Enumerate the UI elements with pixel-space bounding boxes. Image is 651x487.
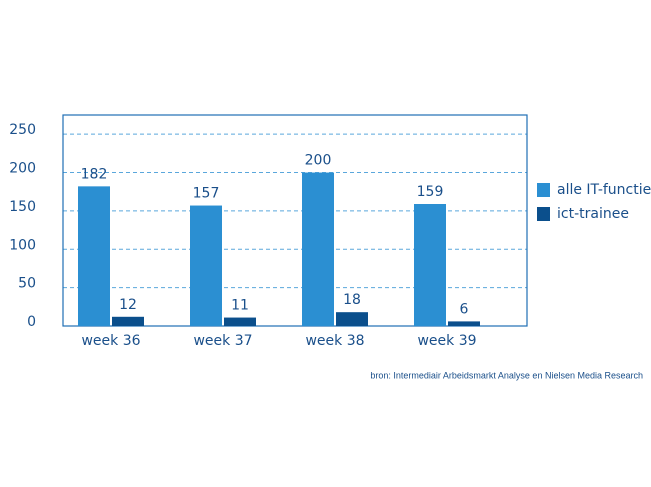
- legend-swatch: [537, 207, 550, 221]
- source-note: bron: Intermediair Arbeidsmarkt Analyse …: [370, 370, 643, 380]
- y-tick-label: 50: [18, 276, 36, 292]
- value-label: 6: [460, 301, 469, 317]
- bar: [224, 317, 256, 326]
- y-tick-label: 200: [9, 161, 36, 177]
- bar: [190, 205, 222, 326]
- bar: [448, 321, 480, 326]
- x-tick-label: week 39: [417, 333, 476, 349]
- x-tick-label: week 36: [81, 333, 140, 349]
- y-tick-label: 150: [9, 199, 36, 215]
- y-tick-label: 0: [27, 314, 36, 330]
- x-tick-label: week 38: [305, 333, 364, 349]
- legend-swatch: [537, 183, 550, 197]
- bar: [336, 312, 368, 326]
- value-label: 200: [305, 153, 332, 169]
- value-label: 18: [343, 292, 361, 308]
- value-label: 159: [417, 184, 444, 200]
- bar: [414, 204, 446, 326]
- value-label: 182: [81, 166, 108, 182]
- y-tick-label: 100: [9, 237, 36, 253]
- value-label: 12: [119, 297, 137, 313]
- bar: [78, 186, 110, 326]
- value-label: 157: [193, 186, 220, 202]
- x-tick-label: week 37: [193, 333, 252, 349]
- value-label: 11: [231, 298, 249, 314]
- bar: [112, 316, 144, 326]
- legend-label: ict-trainee: [557, 206, 629, 222]
- plot-frame: [62, 114, 528, 327]
- legend-label: alle IT-functies: [557, 182, 651, 198]
- y-tick-label: 250: [9, 122, 36, 138]
- bar: [302, 172, 334, 326]
